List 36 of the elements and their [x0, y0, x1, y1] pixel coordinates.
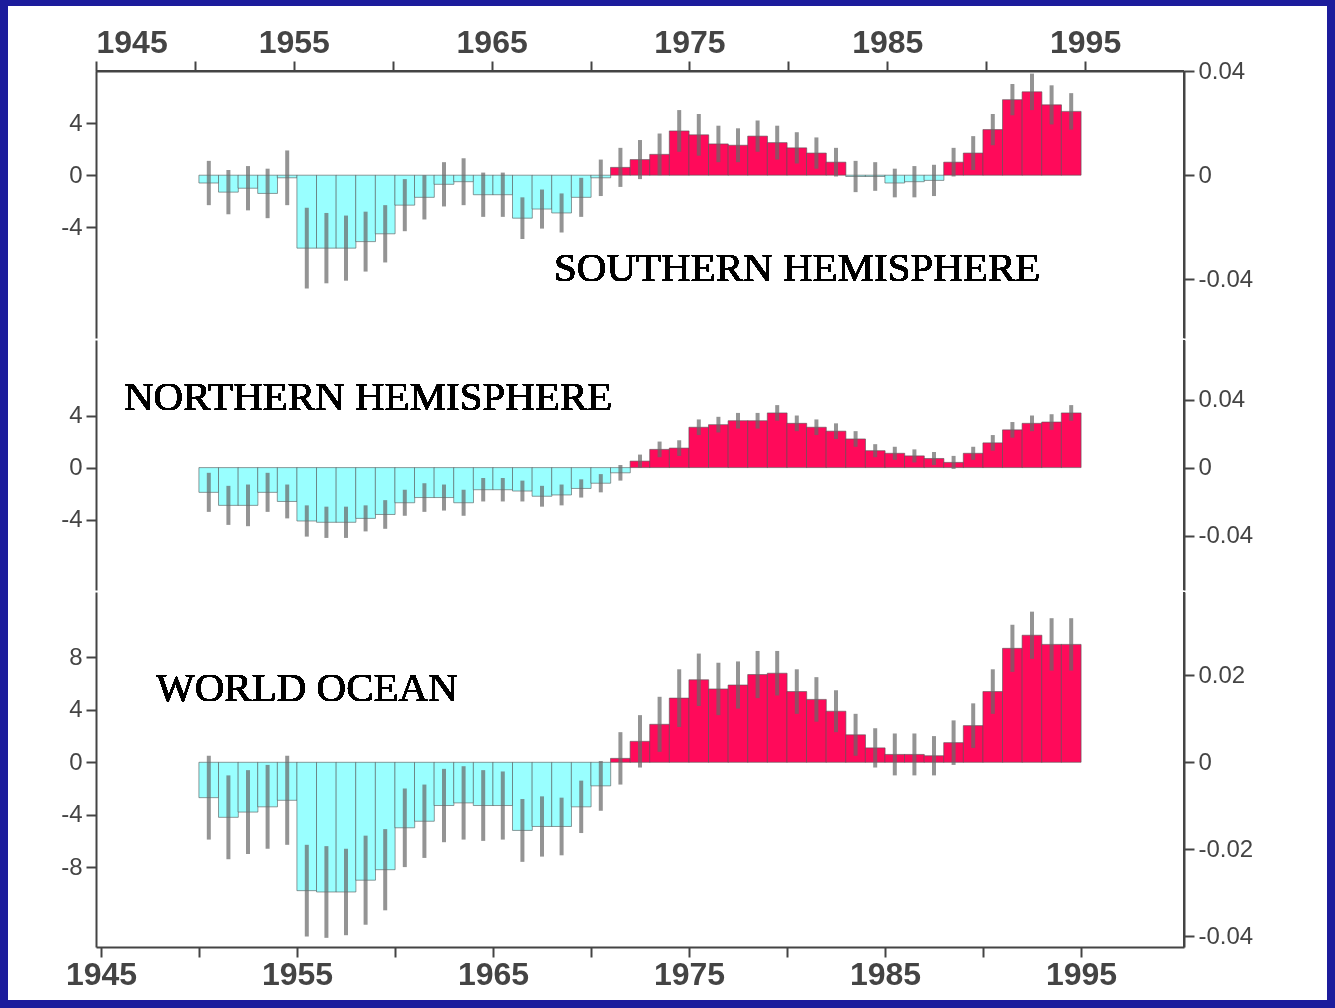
y2-tick-label: 0 [1198, 160, 1212, 188]
y2-tick-label: 0.04 [1198, 56, 1246, 84]
y2-tick-label: 0 [1198, 453, 1212, 481]
x2-tick-label: 1995 [1050, 23, 1122, 60]
y-tick-label: 0 [69, 747, 83, 775]
x2-tick-label: 1955 [258, 23, 330, 60]
y-tick-label: 4 [69, 401, 83, 429]
y2-tick-label: -0.04 [1198, 921, 1254, 949]
text: NORTHERN HEMISPHERE [124, 373, 613, 419]
y2-tick-label: 0.02 [1198, 660, 1246, 688]
y-tick-label: 8 [69, 643, 83, 670]
y-tick-label: 4 [69, 695, 83, 723]
x2-tick-label: 1985 [852, 23, 924, 60]
x-tick-label: 1985 [849, 955, 922, 992]
y-tick-label: 0 [69, 160, 83, 188]
x2-tick-label: 1945 [96, 23, 168, 60]
y-tick-label: 0 [69, 453, 83, 481]
x-tick-label: 1955 [261, 955, 334, 992]
y-tick-label: -8 [61, 852, 83, 880]
x-tick-label: 1945 [65, 955, 138, 992]
x-tick-label: 1965 [457, 955, 530, 992]
y-tick-label: -4 [61, 212, 83, 240]
y-tick-label: -4 [61, 505, 83, 533]
x2-tick-label: 1975 [654, 23, 726, 60]
x2-tick-label: 1965 [456, 23, 528, 60]
text: WORLD OCEAN [156, 664, 458, 710]
y2-tick-label: 0 [1198, 747, 1212, 775]
y2-tick-label: -0.04 [1198, 264, 1254, 292]
text: SOUTHERN HEMISPHERE [554, 244, 1041, 290]
x-tick-label: 1975 [653, 955, 726, 992]
y2-tick-label: 0.04 [1198, 385, 1246, 413]
y2-tick-label: -0.04 [1198, 521, 1254, 549]
y-tick-label: 4 [69, 108, 83, 136]
x-tick-label: 1995 [1045, 955, 1118, 992]
y-tick-label: -4 [61, 800, 83, 828]
y2-tick-label: -0.02 [1198, 834, 1254, 862]
